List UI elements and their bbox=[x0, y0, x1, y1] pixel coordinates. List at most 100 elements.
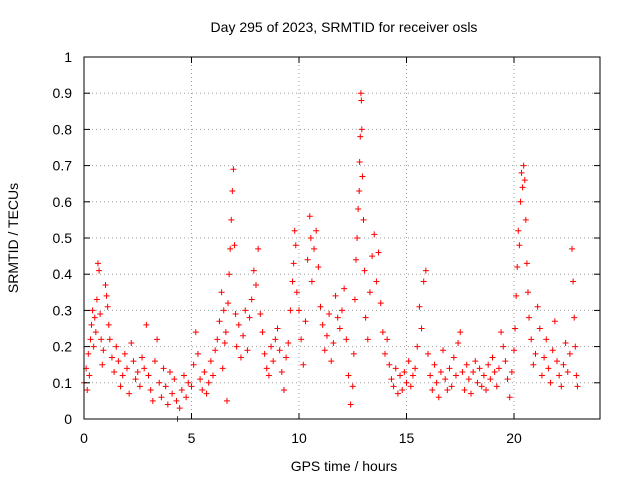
data-point bbox=[270, 358, 277, 365]
data-point bbox=[313, 227, 320, 234]
data-point bbox=[524, 289, 531, 296]
data-point bbox=[289, 278, 296, 285]
data-point bbox=[226, 271, 233, 278]
y-tick-label: 0.8 bbox=[53, 121, 73, 137]
data-point bbox=[334, 314, 341, 321]
data-point bbox=[556, 372, 563, 379]
data-point bbox=[384, 336, 391, 343]
data-point bbox=[280, 387, 287, 394]
data-point bbox=[248, 296, 255, 303]
y-tick-label: 0.2 bbox=[53, 339, 73, 355]
data-point bbox=[194, 350, 201, 357]
data-point bbox=[506, 394, 513, 401]
data-point bbox=[514, 263, 521, 270]
data-point bbox=[547, 379, 554, 386]
data-point bbox=[375, 249, 382, 256]
data-point bbox=[246, 314, 253, 321]
data-point bbox=[188, 383, 195, 390]
data-point bbox=[358, 126, 365, 133]
data-point bbox=[317, 303, 324, 310]
data-point bbox=[253, 282, 259, 289]
data-point bbox=[517, 198, 524, 205]
grid-lines bbox=[84, 57, 600, 419]
data-point bbox=[302, 318, 309, 325]
data-point bbox=[210, 372, 216, 379]
data-point bbox=[541, 354, 548, 361]
data-point bbox=[392, 365, 399, 372]
data-point bbox=[516, 242, 523, 249]
x-tick-label: 10 bbox=[291, 430, 307, 446]
data-point bbox=[571, 314, 578, 321]
data-point bbox=[92, 329, 99, 336]
data-point bbox=[357, 133, 364, 140]
data-point bbox=[205, 379, 212, 386]
data-point bbox=[498, 329, 505, 336]
data-point bbox=[180, 372, 187, 379]
data-point bbox=[373, 278, 380, 285]
data-point bbox=[536, 325, 543, 332]
y-tick-label: 0.3 bbox=[53, 302, 73, 318]
data-point bbox=[85, 350, 92, 357]
data-point bbox=[185, 379, 192, 386]
data-point bbox=[356, 187, 363, 194]
y-tick-label: 0.4 bbox=[53, 266, 73, 282]
data-point bbox=[558, 383, 565, 390]
data-point bbox=[230, 166, 237, 173]
data-point bbox=[355, 206, 362, 213]
data-point bbox=[102, 282, 109, 289]
data-point bbox=[566, 350, 573, 357]
data-point bbox=[154, 336, 161, 343]
data-point bbox=[293, 289, 300, 296]
data-point bbox=[399, 387, 406, 394]
data-point bbox=[272, 336, 279, 343]
data-point bbox=[394, 390, 401, 397]
data-point bbox=[377, 300, 384, 307]
data-point bbox=[86, 372, 93, 379]
data-point bbox=[463, 361, 470, 368]
data-point bbox=[341, 285, 348, 292]
data-point bbox=[229, 187, 236, 194]
data-point bbox=[347, 401, 354, 408]
chart-title: Day 295 of 2023, SRMTID for receiver osl… bbox=[211, 19, 478, 35]
data-point bbox=[455, 339, 462, 346]
data-point bbox=[379, 329, 386, 336]
data-point bbox=[103, 292, 110, 299]
data-point bbox=[573, 372, 580, 379]
data-point bbox=[350, 350, 357, 357]
data-point bbox=[518, 169, 525, 176]
data-point bbox=[521, 177, 528, 184]
data-point bbox=[356, 158, 363, 165]
data-point bbox=[307, 235, 314, 241]
x-tick-label: 0 bbox=[80, 430, 88, 446]
data-point bbox=[513, 292, 520, 299]
data-point bbox=[478, 383, 485, 390]
data-point bbox=[416, 303, 423, 310]
data-point bbox=[265, 372, 272, 379]
x-axis-label: GPS time / hours bbox=[291, 458, 398, 474]
data-point bbox=[543, 336, 550, 343]
data-point bbox=[147, 387, 154, 394]
data-point bbox=[232, 311, 239, 318]
data-point bbox=[495, 365, 502, 372]
data-point bbox=[292, 242, 299, 249]
data-point bbox=[352, 256, 359, 263]
data-point bbox=[554, 358, 560, 365]
data-point bbox=[369, 253, 376, 260]
data-point bbox=[319, 321, 326, 328]
data-point bbox=[257, 311, 264, 318]
data-point bbox=[468, 390, 474, 397]
data-point bbox=[100, 347, 107, 354]
data-point bbox=[178, 387, 185, 394]
data-point bbox=[298, 336, 305, 343]
data-point bbox=[569, 245, 576, 252]
data-point bbox=[160, 365, 167, 372]
data-point bbox=[263, 365, 270, 372]
data-point bbox=[96, 267, 103, 274]
data-point bbox=[538, 372, 545, 379]
data-point bbox=[134, 368, 141, 375]
data-point bbox=[285, 339, 292, 346]
data-point bbox=[255, 245, 262, 252]
data-point bbox=[339, 307, 345, 314]
data-point bbox=[283, 354, 290, 361]
